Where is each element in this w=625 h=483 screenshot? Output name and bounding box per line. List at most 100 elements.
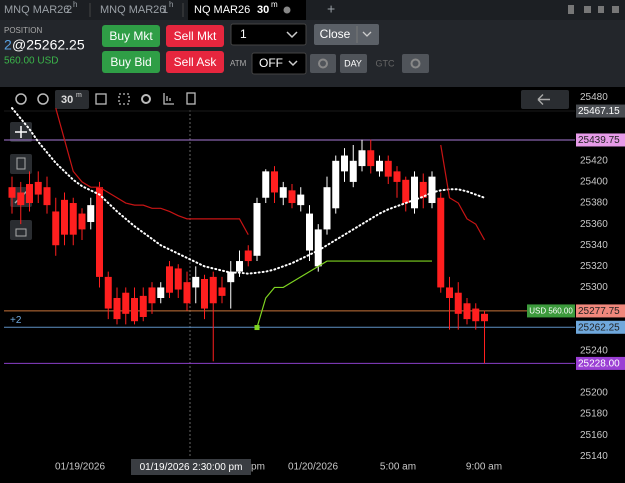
tool-icon[interactable] [95, 93, 107, 105]
atm-settings[interactable] [310, 54, 336, 73]
candle-body [481, 313, 488, 322]
tif-day[interactable] [340, 54, 367, 73]
quantity-select[interactable] [230, 23, 307, 46]
tab-interval: 2 [66, 4, 72, 16]
candle-body [314, 229, 322, 267]
tab-unit: m [271, 0, 278, 9]
candle-body [17, 192, 25, 206]
candle-body [358, 150, 366, 167]
dropdown-arrow [362, 31, 372, 37]
candle-body [192, 276, 200, 288]
price-tag [576, 133, 625, 147]
candle-body [122, 292, 130, 314]
candle-body [96, 187, 103, 277]
candle-body [34, 181, 42, 195]
candle-body [253, 203, 261, 256]
y-tick-label: 25420 [580, 155, 608, 166]
window-icons[interactable] [568, 5, 619, 14]
tab-unit: h [169, 0, 173, 9]
tab-label[interactable]: NQ MAR26 [194, 4, 250, 16]
tif-label[interactable]: GTC [376, 58, 395, 68]
tif-settings[interactable] [402, 54, 429, 73]
candle-body [244, 250, 252, 262]
candle-body [384, 160, 392, 177]
candle-body [306, 213, 313, 251]
indicator-line [55, 107, 486, 241]
tool-icon[interactable] [186, 92, 196, 105]
y-tick-label: 25200 [580, 388, 608, 399]
candle-body [271, 171, 278, 193]
atm-label: ATM [230, 59, 247, 68]
button-label: Sell Ask [174, 55, 218, 69]
candle-body [332, 160, 340, 209]
candle-body [174, 268, 182, 290]
pnl-tag-label: USD 560.00 [529, 307, 573, 316]
gear-icon [318, 58, 328, 69]
doc-icon [16, 157, 26, 170]
y-tick-label: 25340 [580, 240, 608, 251]
candle-body [52, 211, 60, 246]
y-tick-label: 25160 [580, 430, 608, 441]
candle-body [349, 160, 357, 182]
position-pnl: 560.00 USD [4, 56, 58, 67]
y-tick-label: 25180 [580, 409, 608, 420]
crosshair-label: 01/19/2026 2:30:00 pm [140, 462, 243, 473]
tool-icon[interactable] [163, 93, 174, 105]
tool-icon[interactable] [141, 94, 151, 104]
close-button[interactable] [314, 24, 379, 45]
tab-interval: 1 [162, 4, 168, 16]
zoom-in-icon[interactable] [15, 93, 27, 105]
candle-body [341, 155, 348, 172]
buy-bid-button[interactable] [102, 51, 160, 73]
tool-button[interactable] [10, 154, 32, 174]
candle-body [472, 308, 480, 322]
button-label: Close [320, 27, 351, 41]
buy-market-button[interactable] [102, 25, 160, 47]
candle-body [297, 194, 305, 206]
atm-select[interactable] [251, 52, 307, 75]
y-tick-label: 25140 [580, 451, 608, 462]
price-tag-label: 25439.75 [578, 135, 620, 146]
candle-body [218, 287, 226, 296]
quantity-value: 1 [240, 27, 247, 41]
tab-unit: h [73, 0, 77, 9]
x-tick-label: 5:00 am [380, 462, 416, 473]
pnl-tag [527, 304, 575, 318]
tool-icon[interactable] [118, 93, 130, 105]
stop-marker [254, 325, 260, 331]
tif-label: DAY [344, 58, 362, 68]
candle-body [148, 287, 156, 304]
tab-bar [0, 0, 625, 20]
price-tag [576, 304, 625, 318]
price-tag-label: 25228.00 [578, 359, 620, 370]
candle-body [402, 179, 410, 204]
candle-body [419, 181, 427, 198]
tab-label[interactable]: MNQ MAR26 [100, 4, 165, 16]
candle-body [454, 292, 462, 314]
chart-toolbar: 30 m [15, 90, 569, 109]
candle-body [113, 297, 121, 320]
y-tick-label: 25360 [580, 219, 608, 230]
sell-market-button[interactable] [166, 25, 224, 47]
candle-body [201, 279, 208, 309]
candle-body [78, 213, 86, 230]
candle-body [288, 190, 296, 204]
position-marker: +2 [10, 315, 22, 326]
price-axis [575, 88, 625, 483]
price-tag [576, 356, 625, 370]
zoom-out-icon[interactable] [37, 93, 49, 105]
interval-button[interactable] [55, 90, 89, 109]
candle-body [166, 266, 173, 293]
candle-body [437, 197, 445, 288]
y-tick-label: 25400 [580, 177, 608, 188]
candle-body [131, 297, 138, 322]
y-tick-label: 25240 [580, 345, 608, 356]
tab-label[interactable]: MNQ MAR26 [4, 4, 69, 16]
candle-body [463, 303, 471, 320]
new-tab[interactable]: + [327, 1, 335, 17]
position-title: POSITION [4, 26, 42, 35]
sell-ask-button[interactable] [166, 51, 224, 73]
candle-body [209, 276, 217, 304]
active-tab[interactable] [188, 0, 306, 20]
x-tick-label: 9:00 am [466, 462, 502, 473]
